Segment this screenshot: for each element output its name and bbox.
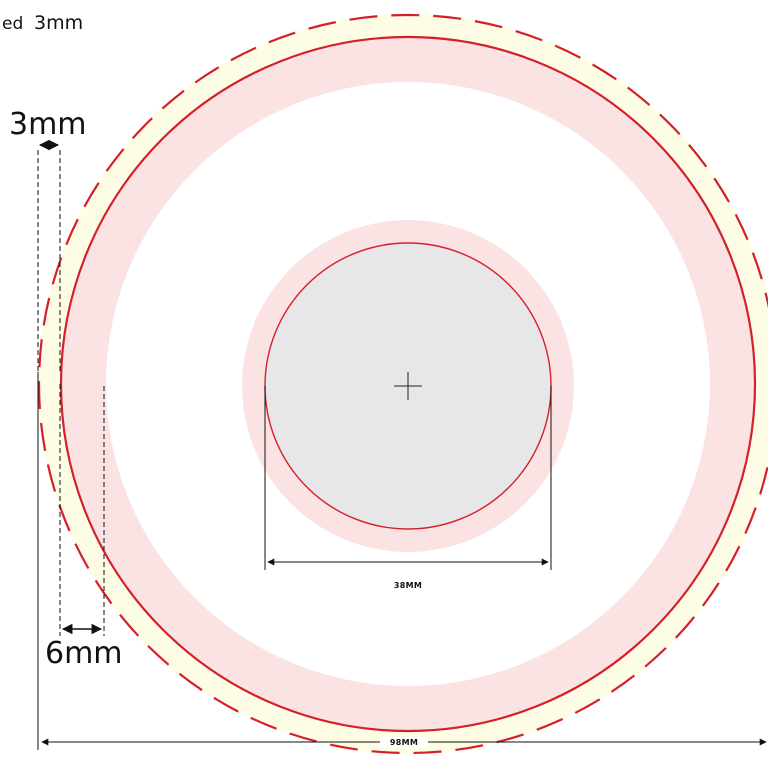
hole-dimension [264, 386, 552, 570]
safe-zone-width-label: 6mm [45, 636, 123, 671]
bleed-edge-dashed [38, 14, 768, 754]
hole-diameter-label: 38MM [394, 581, 422, 590]
bleed-dimension [37, 139, 61, 372]
overall-diameter-label: 98MM [390, 738, 418, 747]
bleed-width-label: 3mm [9, 107, 87, 142]
header-prefix: ed [2, 14, 23, 34]
safe-zone-dimension [59, 384, 105, 636]
header-value: 3mm [34, 12, 83, 34]
cut-line [59, 35, 757, 733]
overall-label-bg [380, 737, 428, 748]
center-crosshair [394, 372, 422, 400]
